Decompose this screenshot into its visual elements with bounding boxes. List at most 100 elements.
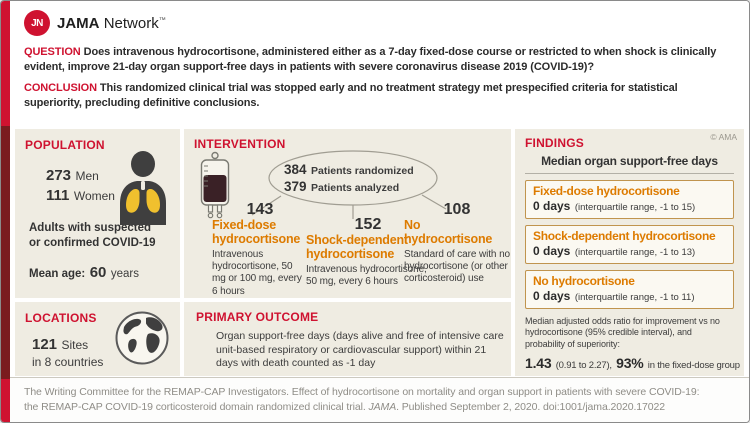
result-value: 0 days bbox=[533, 199, 571, 213]
group-no-hydrocortisone: 108 No hydrocortisone Standard of care w… bbox=[404, 201, 510, 286]
women-label: Women bbox=[73, 189, 115, 203]
group-detail: Intravenous hydrocortisone, 50 mg, every… bbox=[306, 264, 427, 288]
result-value-line: 0 days (interquartile range, -1 to 11) bbox=[533, 289, 726, 304]
citation-footer: The Writing Committee for the REMAP-CAP … bbox=[10, 377, 749, 422]
findings-panel: © AMA FINDINGS Median organ support-free… bbox=[515, 129, 749, 394]
sites-label: Sites bbox=[61, 338, 89, 352]
logo-suffix: Network bbox=[103, 14, 159, 32]
findings-subtitle: Median organ support-free days bbox=[525, 154, 734, 174]
patient-lungs-icon bbox=[120, 151, 166, 225]
group-detail: Intravenous hydrocortisone, 50 mg or 100… bbox=[212, 249, 302, 297]
trademark-symbol: ™ bbox=[158, 16, 166, 24]
result-range: (interquartile range, -1 to 15) bbox=[574, 202, 696, 213]
question-label: QUESTION bbox=[24, 46, 81, 58]
citation-line2-pre: the REMAP-CAP COVID-19 corticosteroid do… bbox=[24, 401, 369, 414]
population-title: POPULATION bbox=[25, 138, 105, 152]
logo-monogram-text: JN bbox=[31, 17, 43, 29]
citation-line2: the REMAP-CAP COVID-19 corticosteroid do… bbox=[24, 400, 739, 415]
randomized-label: Patients randomized bbox=[310, 165, 414, 177]
men-label: Men bbox=[75, 169, 99, 183]
result-name: Fixed-dose hydrocortisone bbox=[533, 184, 680, 198]
locations-panel: LOCATIONS 121 Sites in 8 countries bbox=[15, 302, 180, 376]
sites-count: 121 bbox=[32, 336, 58, 353]
sites-stat: 121 Sites bbox=[32, 335, 170, 355]
population-stats: 273 Men 111 Women bbox=[46, 166, 170, 206]
result-name: No hydrocortisone bbox=[533, 274, 635, 288]
odds-probability: 93% bbox=[616, 354, 644, 371]
randomized-line: 384 Patients randomized bbox=[284, 162, 434, 179]
jama-logo: JN JAMA Network™ bbox=[24, 10, 737, 36]
countries-line: in 8 countries bbox=[32, 355, 104, 369]
jama-monogram-icon: JN bbox=[24, 10, 50, 36]
primary-outcome-text: Organ support-free days (days alive and … bbox=[216, 330, 504, 370]
left-accent-stripe bbox=[1, 1, 10, 422]
women-stat: 111 Women bbox=[46, 186, 170, 206]
men-count: 273 bbox=[46, 167, 72, 184]
group-detail: Standard of care with no hydrocortisone … bbox=[404, 249, 510, 285]
women-count: 111 bbox=[46, 187, 70, 204]
group-count: 143 bbox=[246, 201, 274, 218]
group-count: 108 bbox=[443, 201, 471, 218]
locations-stats: 121 Sites in 8 countries bbox=[32, 335, 170, 370]
question-paragraph: QUESTION Does intravenous hydrocortisone… bbox=[24, 45, 737, 74]
men-stat: 273 Men bbox=[46, 166, 170, 186]
analyzed-label: Patients analyzed bbox=[310, 182, 400, 194]
stripe-segment-top bbox=[1, 1, 10, 126]
result-no-hydrocortisone: No hydrocortisone 0 days (interquartile … bbox=[525, 270, 734, 309]
result-fixed-dose: Fixed-dose hydrocortisone 0 days (interq… bbox=[525, 180, 734, 219]
stripe-segment-bottom bbox=[1, 379, 10, 422]
result-range: (interquartile range, -1 to 11) bbox=[574, 292, 695, 303]
question-text: Does intravenous hydrocortisone, adminis… bbox=[24, 46, 717, 73]
globe-icon bbox=[115, 311, 169, 365]
mean-age: Mean age: 60 years bbox=[29, 264, 170, 282]
result-value-line: 0 days (interquartile range, -1 to 13) bbox=[533, 244, 726, 259]
group-name: Fixed-dose hydrocortisone bbox=[212, 218, 301, 246]
randomized-count: 384 bbox=[284, 162, 307, 177]
citation-line1: The Writing Committee for the REMAP-CAP … bbox=[24, 386, 700, 398]
result-range: (interquartile range, -1 to 13) bbox=[574, 247, 696, 258]
result-name: Shock-dependent hydrocortisone bbox=[533, 229, 716, 243]
group-fixed-dose: 143 Fixed-dose hydrocortisone Intravenou… bbox=[212, 201, 308, 298]
analyzed-line: 379 Patients analyzed bbox=[284, 179, 434, 196]
result-value-line: 0 days (interquartile range, -1 to 15) bbox=[533, 199, 726, 214]
odds-ratio-note: Median adjusted odds ratio for improveme… bbox=[525, 316, 720, 349]
mean-age-value: 60 bbox=[89, 263, 107, 281]
group-count: 152 bbox=[354, 216, 382, 233]
odds-ratio-value: 1.43 bbox=[525, 354, 552, 371]
conclusion-label: CONCLUSION bbox=[24, 82, 97, 95]
mean-age-label: Mean age: bbox=[29, 267, 86, 280]
population-panel: POPULATION 273 Men 111 Women Adults with… bbox=[15, 129, 180, 298]
group-shock-dependent: 152 Shock-dependent hydrocortisone Intra… bbox=[306, 216, 430, 288]
randomization-flow-lines bbox=[251, 150, 447, 219]
intervention-title: INTERVENTION bbox=[194, 137, 286, 151]
citation-line2-post: . Published September 2, 2020. doi:1001/… bbox=[396, 401, 665, 414]
stripe-segment-middle bbox=[1, 126, 10, 379]
findings-title: FINDINGS bbox=[525, 136, 584, 150]
analyzed-count: 379 bbox=[284, 179, 307, 194]
randomization-summary: 384 Patients randomized 379 Patients ana… bbox=[284, 162, 434, 196]
logo-wordmark: JAMA Network™ bbox=[57, 15, 166, 32]
mean-age-unit: years bbox=[110, 267, 139, 280]
group-name: Shock-dependent hydrocortisone bbox=[306, 233, 408, 261]
conclusion-text: This randomized clinical trial was stopp… bbox=[24, 82, 678, 109]
copyright-note: © AMA bbox=[710, 132, 737, 142]
iv-bag-icon bbox=[200, 151, 230, 219]
odds-fixed-dose: 1.43 (0.91 to 2.27), 93% in the fixed-do… bbox=[525, 354, 740, 373]
population-description: Adults with suspected or confirmed COVID… bbox=[29, 222, 156, 249]
odds-ci: (0.91 to 2.27), bbox=[555, 359, 612, 371]
primary-outcome-panel: PRIMARY OUTCOME Organ support-free days … bbox=[184, 302, 511, 376]
odds-group-label: in the fixed-dose group bbox=[647, 359, 740, 371]
result-shock-dependent: Shock-dependent hydrocortisone 0 days (i… bbox=[525, 225, 734, 264]
intervention-panel: INTERVENTION bbox=[184, 129, 511, 298]
logo-brand: JAMA bbox=[57, 14, 100, 32]
conclusion-paragraph: CONCLUSION This randomized clinical tria… bbox=[24, 81, 737, 110]
primary-outcome-title: PRIMARY OUTCOME bbox=[196, 310, 319, 324]
content-area: POPULATION 273 Men 111 Women Adults with… bbox=[10, 126, 749, 394]
header: JN JAMA Network™ QUESTION Does intraveno… bbox=[10, 1, 749, 126]
result-value: 0 days bbox=[533, 244, 571, 258]
result-value: 0 days bbox=[533, 289, 571, 303]
journal-name: JAMA bbox=[368, 401, 397, 414]
locations-title: LOCATIONS bbox=[25, 311, 97, 325]
group-name: No hydrocortisone bbox=[404, 218, 493, 246]
